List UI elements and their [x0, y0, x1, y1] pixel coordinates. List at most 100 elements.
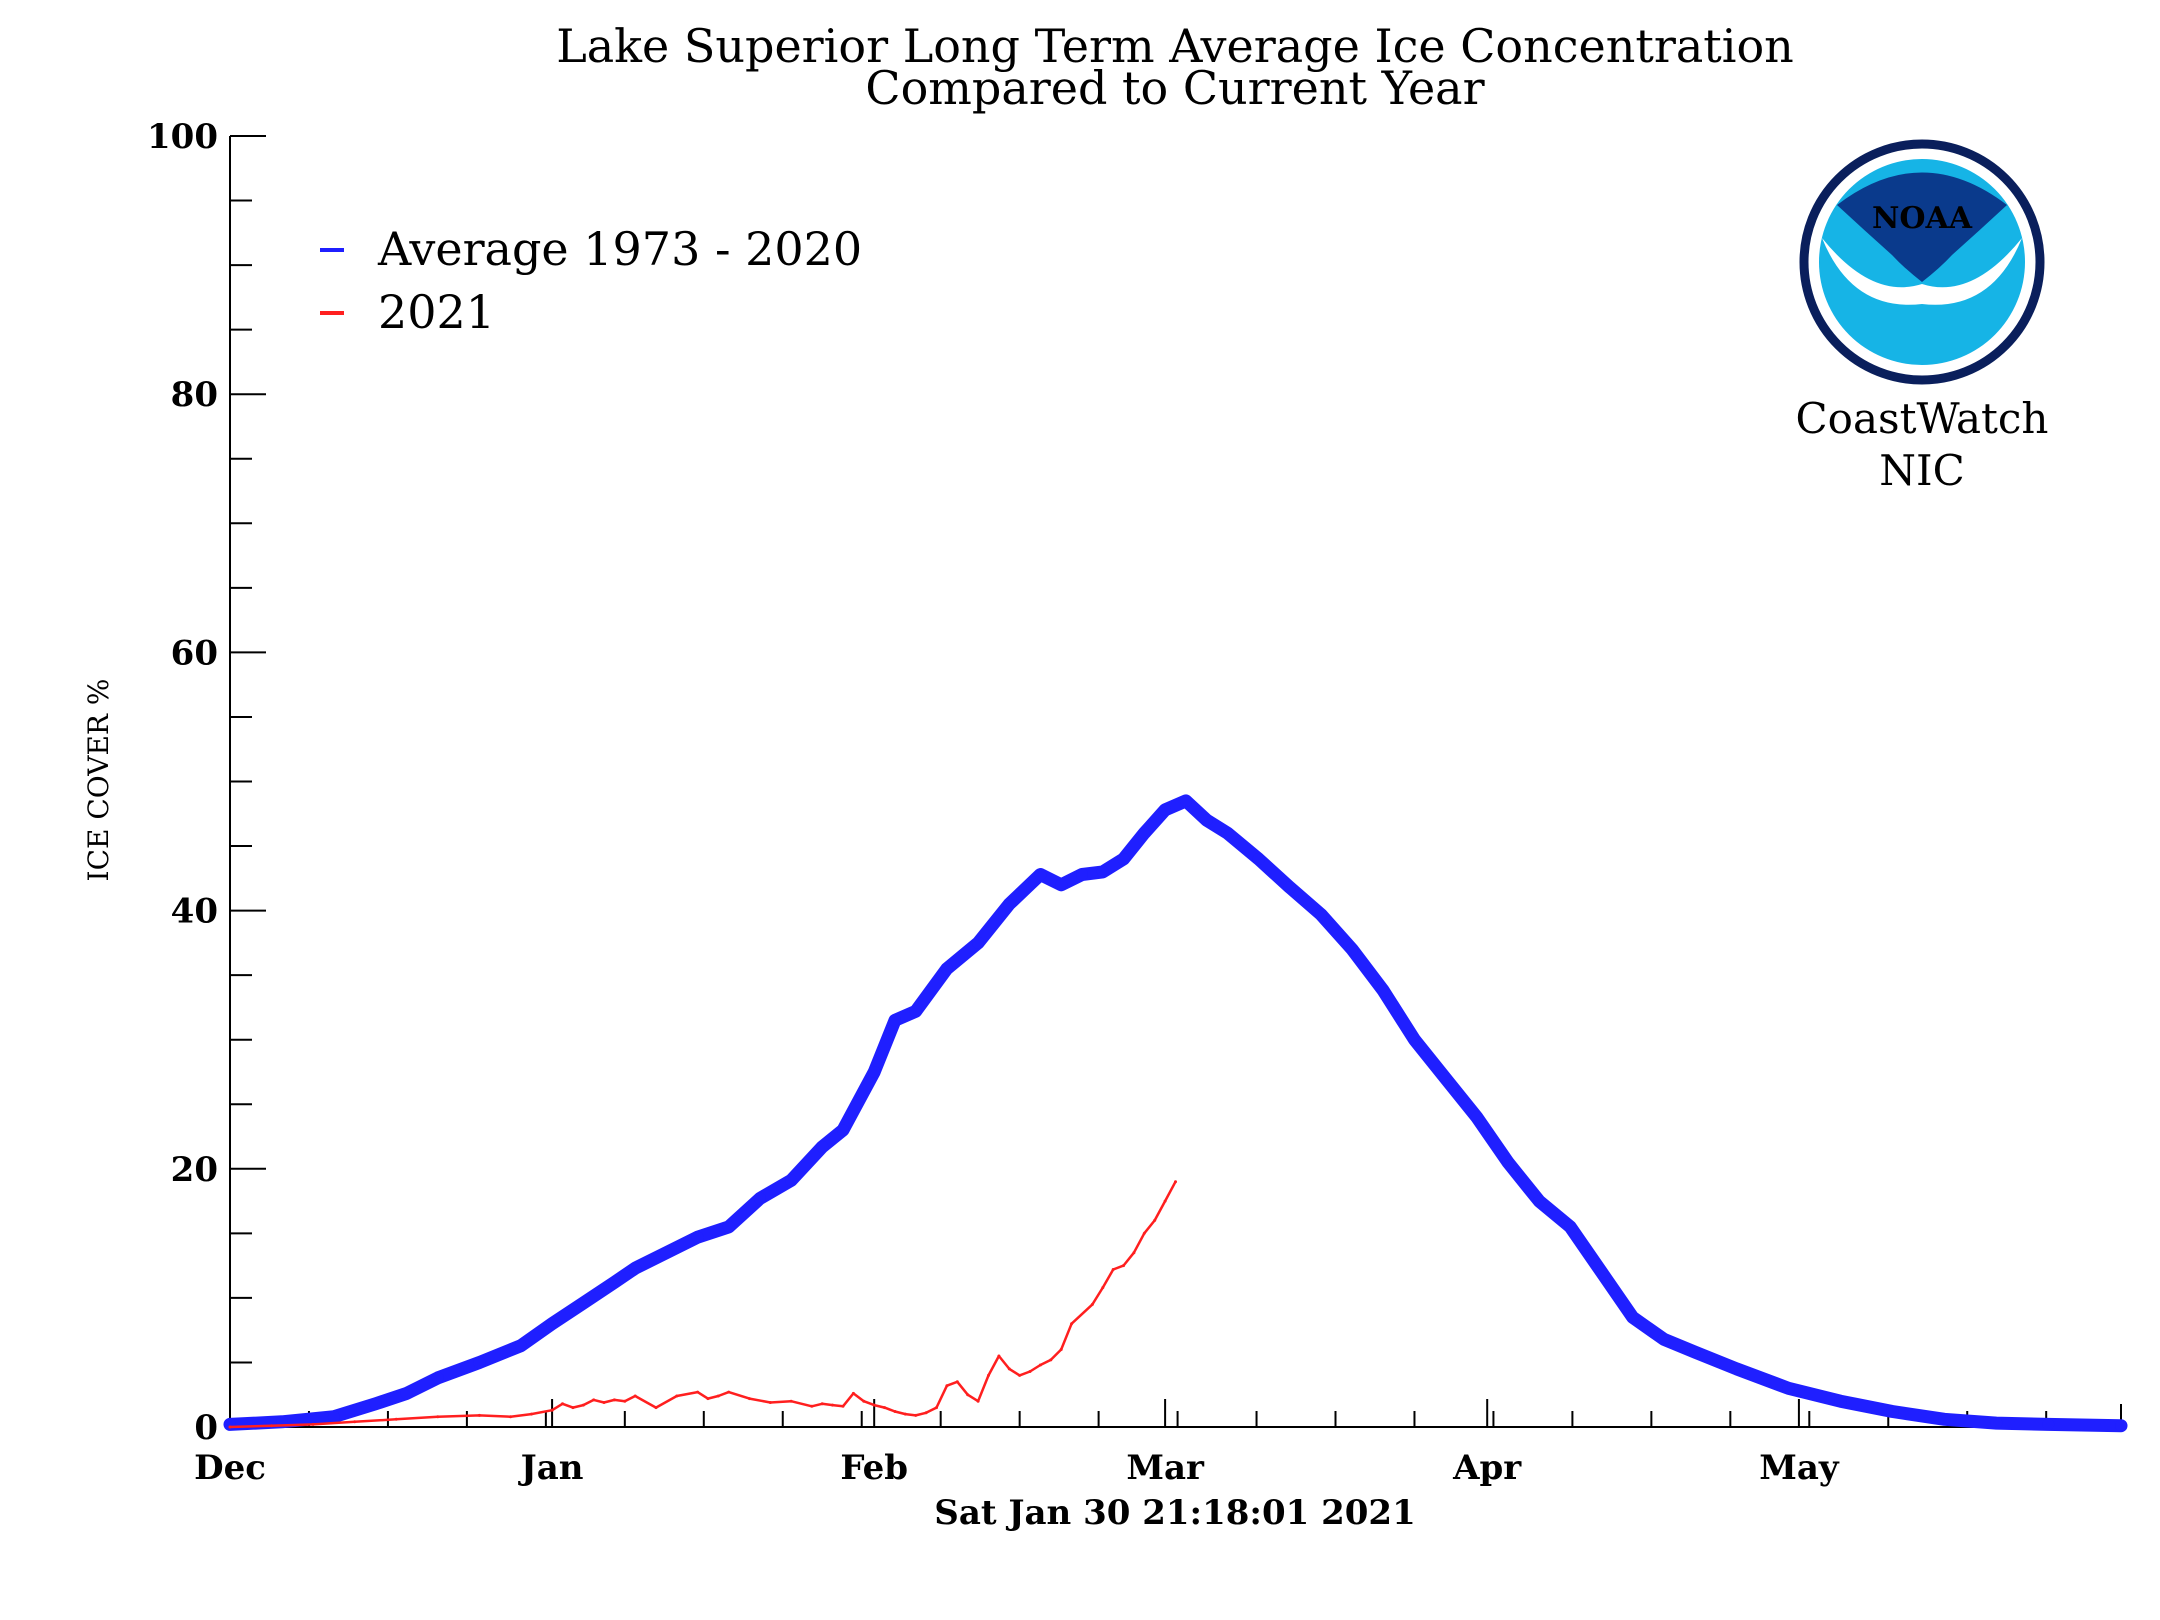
data-point [841, 1404, 845, 1408]
data-point [940, 962, 953, 975]
data-point [1034, 868, 1047, 881]
data-point [1055, 878, 1068, 891]
data-point [1163, 1199, 1167, 1203]
data-point [1938, 1413, 1951, 1426]
data-point [1090, 1302, 1094, 1306]
data-point [1502, 1156, 1514, 1169]
y-tick-label: 80 [171, 375, 218, 415]
x-ticks [229, 1399, 2048, 1427]
data-point [436, 1415, 440, 1419]
data-point [716, 1394, 720, 1398]
data-point [1470, 1111, 1483, 1124]
noaa-logo-sky-icon [1837, 172, 2007, 282]
data-point [753, 1192, 766, 1205]
series-line-1 [228, 1180, 1177, 1429]
y-tick-labels: 0 20 40 60 80 100 [147, 117, 218, 1448]
data-point [1730, 1362, 1743, 1375]
legend-label-2021: 2021 [378, 285, 495, 339]
data-point [1377, 984, 1390, 997]
logo-line-coastwatch: CoastWatch [1796, 394, 2049, 443]
data-point [514, 1339, 527, 1352]
x-tick-label-feb: Feb [840, 1448, 908, 1488]
data-point [228, 1425, 232, 1429]
x-axis-date-label: Sat Jan 30 21:18:01 2021 [934, 1493, 1415, 1533]
data-point [1346, 943, 1359, 956]
data-point [955, 1380, 959, 1384]
data-point [1038, 1363, 1042, 1367]
data-point [509, 1415, 512, 1419]
x-tick-label-apr: Apr [1452, 1448, 1522, 1488]
legend-label-average: Average 1973 - 2020 [377, 222, 862, 276]
data-point [270, 1424, 274, 1428]
data-point [972, 936, 985, 949]
data-point [1059, 1348, 1063, 1351]
series-layer [223, 794, 2128, 1433]
data-point [748, 1397, 751, 1401]
data-point [477, 1413, 481, 1417]
data-point [706, 1397, 710, 1401]
data-point [935, 1406, 938, 1410]
data-point [629, 1262, 642, 1275]
data-point [561, 1402, 564, 1406]
data-point [1070, 1322, 1074, 1326]
data-point [1117, 853, 1130, 865]
x-tick-label-mar: Mar [1126, 1448, 1205, 1488]
data-point [722, 1220, 735, 1233]
y-tick-label: 0 [194, 1408, 218, 1448]
data-point [696, 1390, 700, 1394]
data-point [872, 1403, 876, 1407]
data-point [1533, 1195, 1546, 1208]
data-point [945, 1384, 949, 1388]
noaa-logo-badge-text: NOAA [1872, 201, 1973, 236]
y-tick-label: 100 [147, 117, 218, 157]
legend: Average 1973 - 2020 2021 [320, 222, 862, 339]
data-point [883, 1406, 887, 1410]
data-point [1689, 1346, 1701, 1359]
data-point [571, 1406, 575, 1410]
noaa-logo-bird-icon [1822, 238, 2022, 305]
data-point [592, 1398, 596, 1402]
data-point [1200, 814, 1213, 827]
y-axis-label: ICE COVER % [82, 679, 115, 882]
data-point [1886, 1405, 1899, 1418]
data-point [1159, 803, 1172, 816]
data-point [1096, 865, 1109, 878]
data-point [1221, 827, 1234, 840]
data-point [1564, 1220, 1577, 1233]
data-point [550, 1408, 554, 1412]
data-point [633, 1394, 637, 1398]
data-point [1657, 1333, 1670, 1346]
data-point [862, 1399, 866, 1403]
data-point [529, 1412, 533, 1416]
logo-line-nic: NIC [1879, 446, 1964, 495]
data-point [2115, 1419, 2127, 1432]
data-point [868, 1066, 881, 1078]
x-tick-label-jan: Jan [518, 1448, 584, 1488]
data-point [909, 1005, 922, 1018]
x-tick-label-dec: Dec [194, 1448, 266, 1488]
data-point [431, 1371, 444, 1384]
data-point [816, 1140, 829, 1153]
y-tick-label: 40 [171, 892, 218, 932]
data-point [987, 1373, 990, 1377]
data-point [889, 1014, 901, 1027]
data-point [1028, 1370, 1032, 1373]
data-point [837, 1124, 849, 1137]
data-point [1003, 898, 1016, 911]
chart-subtitle: Compared to Current Year [865, 61, 1484, 115]
data-point [691, 1231, 704, 1244]
data-point [675, 1394, 679, 1398]
data-point [1153, 1218, 1157, 1222]
data-point [612, 1398, 616, 1402]
data-point [654, 1406, 658, 1410]
data-point [1595, 1266, 1608, 1279]
data-point [581, 1403, 585, 1407]
data-point [924, 1411, 928, 1415]
data-point [353, 1420, 357, 1424]
data-point [976, 1399, 980, 1403]
data-point [1007, 1367, 1011, 1371]
data-point [1138, 827, 1151, 840]
y-ticks [230, 135, 266, 1428]
data-point [1252, 853, 1265, 865]
